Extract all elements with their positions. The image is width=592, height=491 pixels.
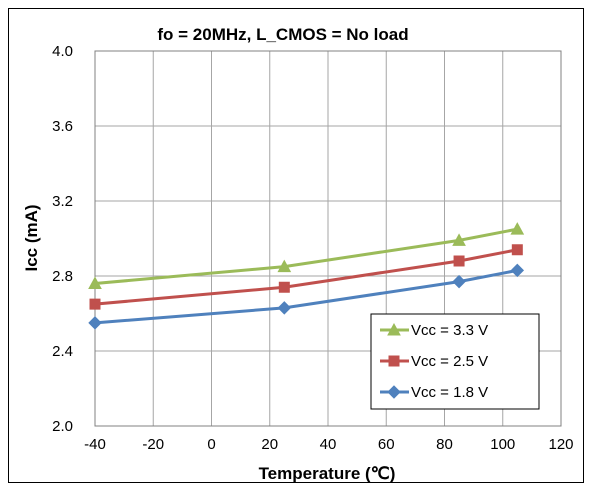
- series-line: [94, 268, 518, 325]
- series-triangle: [88, 222, 525, 289]
- series-diamond: [88, 263, 525, 330]
- series-group: [88, 222, 525, 330]
- data-point: [88, 316, 102, 330]
- x-tick-label: 20: [261, 436, 278, 453]
- legend-label: Vcc = 2.5 V: [411, 353, 488, 370]
- legend-swatch-marker: [387, 385, 401, 399]
- chart-title: fo = 20MHz, L_CMOS = No load: [157, 25, 408, 44]
- x-tick-label: -20: [142, 436, 164, 453]
- data-point: [452, 233, 466, 246]
- data-point: [453, 255, 465, 267]
- data-point: [511, 244, 523, 256]
- legend-swatch-marker: [387, 322, 401, 336]
- data-point: [510, 222, 525, 235]
- series-line: [94, 248, 518, 306]
- data-point: [510, 263, 525, 278]
- data-point: [277, 301, 292, 315]
- legend-label: Vcc = 3.3 V: [411, 322, 488, 339]
- legend: Vcc = 3.3 V Vcc = 2.5 V Vcc = 1.8 V: [370, 313, 540, 410]
- data-point: [88, 276, 102, 289]
- data-point: [278, 281, 290, 293]
- tick-labels: -40 -20 0 20 40 60 80 100 120 2.0 2.4 2.8 3.2 3.6 4.0: [52, 43, 573, 453]
- x-axis-label: Temperature (℃): [259, 464, 396, 483]
- data-point: [89, 298, 101, 310]
- x-tick-label: 80: [436, 436, 453, 453]
- legend-label: Vcc = 1.8 V: [411, 384, 488, 401]
- y-axis-label: Icc (mA): [22, 204, 41, 271]
- series-square: [89, 244, 523, 310]
- plot-area-border: [94, 50, 562, 427]
- series-line: [94, 227, 518, 285]
- legend-swatch-marker: [388, 355, 400, 367]
- x-tick-label: 60: [378, 436, 395, 453]
- x-tick-label: 40: [320, 436, 337, 453]
- x-tick-label: 120: [548, 436, 573, 453]
- y-tick-label: 3.2: [52, 193, 73, 210]
- y-tick-label: 4.0: [52, 43, 73, 60]
- y-tick-label: 2.8: [52, 268, 73, 285]
- x-tick-label: -40: [84, 436, 106, 453]
- y-tick-label: 2.4: [52, 343, 73, 360]
- data-point: [452, 274, 466, 289]
- x-tick-label: 100: [490, 436, 515, 453]
- data-point: [277, 259, 292, 273]
- y-tick-label: 3.6: [52, 118, 73, 135]
- y-tick-label: 2.0: [52, 418, 73, 435]
- x-tick-label: 0: [207, 436, 215, 453]
